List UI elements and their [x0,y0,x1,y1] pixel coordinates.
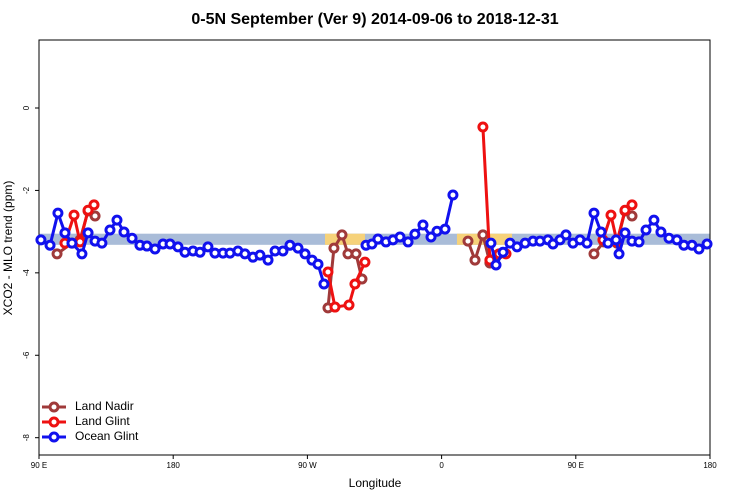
legend-label: Land Glint [75,414,130,428]
series-point [336,229,348,241]
series-point [701,238,713,250]
series-point [254,249,266,261]
y-axis-label: XCO2 - MLO trend (ppm) [1,181,15,316]
series-point [394,231,406,243]
series-point [626,210,638,222]
x-tick-label: 90 E [568,461,584,470]
series-point [76,248,88,260]
series-point [118,226,130,238]
series-point [640,224,652,236]
series-point [693,243,705,255]
series-point [88,199,100,211]
series-point [439,223,451,235]
series-point [202,241,214,253]
y-tick-label: -6 [22,351,31,359]
series-point [477,229,489,241]
series-point [51,248,63,260]
series-point [402,236,414,248]
series-point [560,229,572,241]
series-line [63,126,633,309]
series-point [329,301,341,313]
x-tick-label: 90 W [298,461,317,470]
series-point [35,234,47,246]
y-tick-label: 0 [22,105,31,110]
series-point [292,242,304,254]
legend-marker [48,431,60,443]
series-point [299,248,311,260]
series-point [648,214,660,226]
series-point [318,278,330,290]
series-point [469,254,481,266]
series-point [68,209,80,221]
series-point [447,189,459,201]
y-tick-label: -2 [22,186,31,194]
series-point [194,246,206,258]
series-point [111,214,123,226]
series-point [671,234,683,246]
series-point [350,248,362,260]
series-point [477,121,489,133]
y-tick-label: -4 [22,269,31,277]
series-point [104,224,116,236]
series-point [149,243,161,255]
legend-marker [48,416,60,428]
series-point [626,199,638,211]
series-point [96,237,108,249]
series-point [359,256,371,268]
series-point [595,226,607,238]
series-point [409,228,421,240]
series-point [610,234,622,246]
series-point [655,226,667,238]
series-point [172,241,184,253]
series-point [490,259,502,271]
x-tick-label: 0 [439,461,444,470]
legend-marker [48,401,60,413]
series-point [59,227,71,239]
series-point [462,235,474,247]
series-point [613,248,625,260]
series-point [262,254,274,266]
series-point [588,207,600,219]
series-point [126,232,138,244]
y-tick-label: -8 [22,434,31,442]
x-tick-label: 180 [703,461,717,470]
series-point [619,227,631,239]
series-line [56,209,633,309]
series-point [328,242,340,254]
series-point [633,236,645,248]
series-point [277,245,289,257]
series-point [44,239,56,251]
series-point [605,209,617,221]
legend-label: Ocean Glint [75,429,139,443]
series-point [52,207,64,219]
series-point [619,204,631,216]
series-point [322,266,334,278]
series-point [343,299,355,311]
series-point [312,258,324,270]
x-tick-label: 90 E [31,461,47,470]
x-axis-label: Longitude [349,476,402,490]
series-point [66,237,78,249]
series-point [497,246,509,258]
series-point [588,248,600,260]
series-point [82,227,94,239]
x-tick-label: 180 [167,461,181,470]
series-point [417,219,429,231]
series-point [581,237,593,249]
legend-label: Land Nadir [75,399,134,413]
chart-title: 0-5N September (Ver 9) 2014-09-06 to 201… [191,11,558,28]
series-point [349,278,361,290]
series-point [485,237,497,249]
series-point [89,210,101,222]
